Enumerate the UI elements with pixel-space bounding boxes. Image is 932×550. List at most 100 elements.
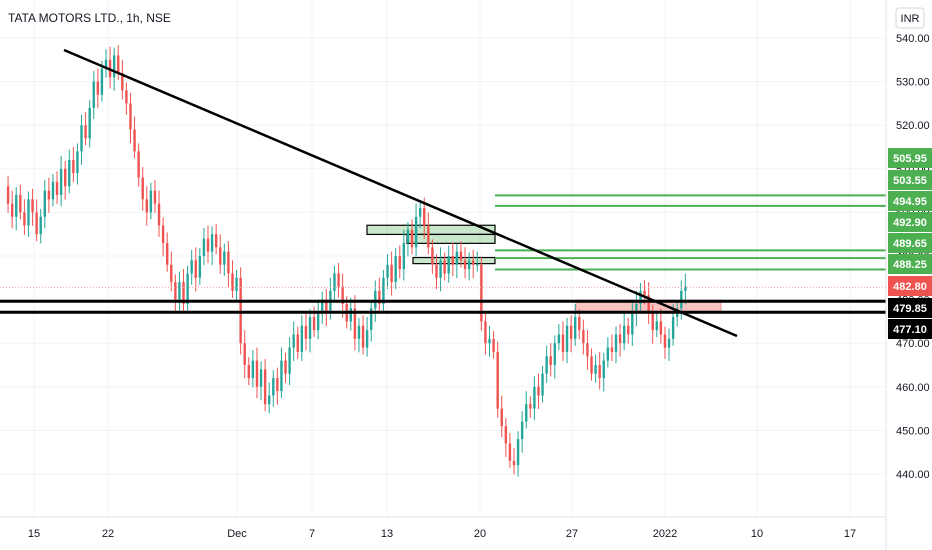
y-tick-label: 470.00 (896, 338, 930, 350)
candle (296, 326, 299, 359)
candle (43, 180, 46, 229)
currency-badge[interactable] (895, 7, 925, 29)
candle (451, 242, 454, 277)
candle (622, 312, 626, 351)
candle (443, 252, 446, 281)
candle-body (268, 395, 271, 405)
candle-body (663, 334, 667, 348)
candle-body (553, 343, 556, 365)
candle (170, 251, 173, 292)
candle (614, 326, 618, 364)
price-tag-label: 479.85 (893, 303, 927, 315)
candle (292, 321, 295, 362)
candle (141, 167, 144, 211)
x-tick-label: Dec (227, 528, 247, 540)
candle-body (210, 234, 214, 252)
candle-body (569, 325, 573, 339)
candle-body (406, 229, 410, 243)
price-tag-bg (888, 319, 932, 339)
candle-body (296, 334, 299, 352)
candle-body (622, 325, 626, 344)
candle (316, 299, 320, 340)
candle-body (361, 325, 365, 348)
candle (488, 325, 491, 357)
candle-body (178, 282, 181, 300)
candle (39, 208, 42, 244)
x-tick-label: 15 (28, 528, 40, 540)
candle (476, 251, 479, 272)
price-tag: 488.25 (888, 254, 932, 274)
candle-body (68, 160, 71, 187)
candle (663, 326, 667, 359)
candle (10, 190, 14, 229)
price-tag-label: 488.25 (893, 259, 927, 271)
candle-body (6, 186, 10, 204)
candle (178, 271, 181, 314)
candle-body (15, 194, 18, 217)
candle-body (214, 234, 218, 248)
candle-body (96, 81, 100, 95)
candle-body (443, 260, 446, 274)
candle (214, 223, 218, 255)
candle-body (174, 282, 177, 300)
candle-body (31, 199, 34, 213)
price-tag-bg (888, 233, 932, 253)
candle-body (194, 260, 197, 278)
candle-body (614, 334, 618, 352)
candle (427, 212, 430, 255)
candle (206, 225, 210, 263)
candle (349, 297, 352, 331)
candle-body (353, 308, 357, 339)
candle-body (598, 365, 601, 379)
candle (219, 234, 222, 274)
candle (357, 317, 361, 353)
candle-body (321, 299, 324, 313)
candle (308, 309, 312, 353)
candle-body (390, 264, 393, 283)
candle (100, 60, 104, 102)
candle (259, 361, 263, 401)
candle (370, 300, 373, 342)
candle (300, 315, 304, 362)
candle-body (370, 308, 373, 331)
candle (19, 184, 22, 220)
candle-body (59, 168, 63, 195)
candle-body (125, 90, 128, 104)
candle-body (529, 404, 532, 409)
candle-body (643, 290, 646, 296)
x-tick-label: 20 (474, 528, 486, 540)
candle (508, 433, 512, 468)
candle-body (247, 365, 250, 379)
candle (578, 309, 581, 340)
candle-body (635, 303, 638, 313)
candle (23, 199, 26, 235)
candle (288, 337, 291, 386)
candle-body (280, 360, 283, 392)
candle-body (557, 334, 561, 344)
candle-body (288, 347, 291, 374)
price-tag-bg (888, 276, 932, 296)
candle (64, 160, 67, 200)
y-tick-label: 450.00 (896, 425, 930, 437)
candle (198, 248, 202, 285)
candle (27, 191, 30, 237)
candle-body (243, 343, 246, 365)
candle (602, 352, 605, 392)
candle (145, 186, 148, 226)
candle (47, 177, 51, 213)
trendline (63, 48, 738, 338)
price-tag: 492.90 (888, 212, 932, 232)
candle (182, 269, 185, 311)
candle (525, 391, 528, 429)
candle-body (104, 59, 108, 69)
candle-body (627, 325, 630, 335)
candle-body (308, 317, 312, 339)
price-tag-bg (888, 170, 932, 190)
candle-body (472, 260, 475, 265)
candle (410, 219, 414, 255)
candle-body (451, 256, 454, 265)
candle-body (231, 273, 234, 291)
candle-body (276, 378, 279, 392)
